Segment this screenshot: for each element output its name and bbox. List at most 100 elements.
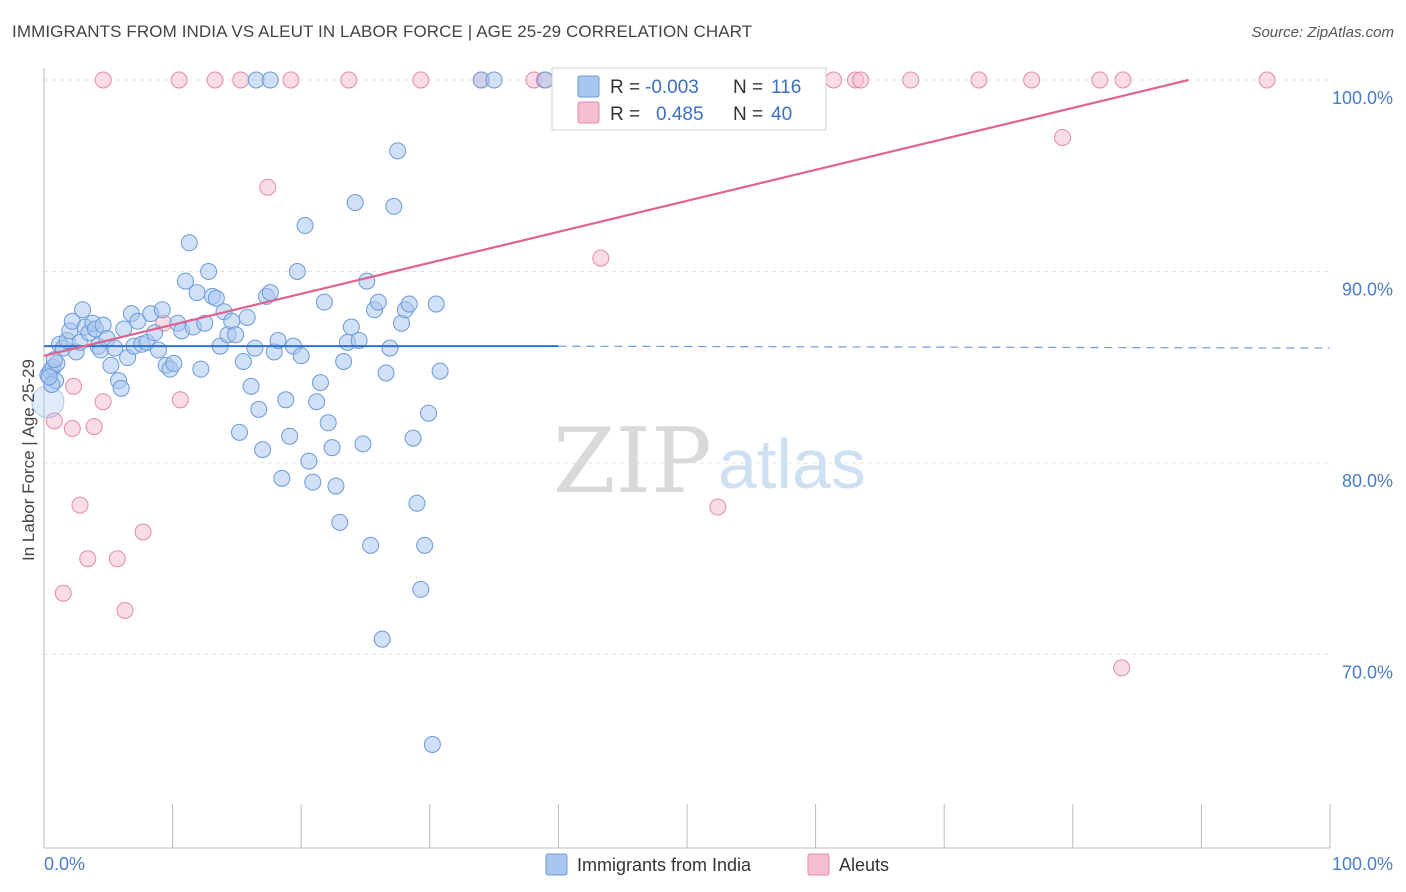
india-point [485,71,503,89]
india-point [45,351,63,369]
india-point [242,377,260,395]
bottom-legend-india-label: Immigrants from India [577,855,752,875]
india-point [327,477,345,495]
y-tick-label-90: 90.0% [1342,280,1393,300]
india-point [269,331,287,349]
aleut-point [1258,71,1276,89]
aleut-point [71,496,89,514]
aleut-point [206,71,224,89]
india-points [31,71,555,754]
legend-pink-n-value: 40 [771,104,792,125]
legend-pink-r-label: R = [610,104,640,125]
y-tick-labels: 70.0% 80.0% 90.0% 100.0% [1332,88,1393,683]
india-point [319,414,337,432]
aleut-point [259,178,277,196]
watermark: ZIP atlas [553,409,866,514]
aleut-point [63,420,81,438]
india-point [323,439,341,457]
trend-lines [43,78,1331,357]
x-tick-labels: 0.0% 100.0% [44,854,1393,874]
aleut-point [902,71,920,89]
india-point [153,301,171,319]
aleut-point [1113,659,1131,677]
india-point [408,494,426,512]
india-point [377,364,395,382]
y-tick-label-80: 80.0% [1342,471,1393,491]
india-point [358,272,376,290]
bottom-legend-aleuts-swatch [807,853,830,876]
india-point [427,295,445,313]
india-point [102,356,120,374]
legend-pink-n-label: N = [733,104,763,125]
bottom-legend: Immigrants from India Aleuts [545,853,889,876]
india-point [346,194,364,212]
india-point [369,293,387,311]
india-point [247,71,265,89]
india-point [192,360,210,378]
india-point [304,473,322,491]
india-point [261,284,279,302]
aleut-point [85,418,103,436]
india-point [277,391,295,409]
india-point [537,71,555,89]
india-point [400,295,418,313]
aleut-point [54,584,72,602]
y-tick-label-70: 70.0% [1342,663,1393,683]
india-point [404,429,422,447]
india-point [342,318,360,336]
india-point [354,435,372,453]
india-point [230,423,248,441]
watermark-zip: ZIP [553,409,712,514]
aleut-point [65,377,83,395]
aleut-point [412,71,430,89]
india-point [196,314,214,332]
india-point [420,404,438,422]
india-point [389,142,407,160]
india-point [112,379,130,397]
axes [43,68,1331,849]
aleut-points [45,71,1276,677]
india-point [362,536,380,554]
india-point [238,308,256,326]
chart-title: IMMIGRANTS FROM INDIA VS ALEUT IN LABOR … [12,22,753,41]
legend-blue-n-value: 116 [771,77,801,98]
bottom-legend-aleuts-label: Aleuts [839,855,889,875]
aleut-point [171,391,189,409]
india-point [315,293,333,311]
aleut-point [1054,128,1072,146]
aleut-point [79,550,97,568]
india-point [227,326,245,344]
legend-pink-swatch [577,101,600,124]
india-point [273,469,291,487]
chart-source: Source: ZipAtlas.com [1251,24,1394,41]
india-point [311,374,329,392]
india-point [129,312,147,330]
india-point [412,580,430,598]
aleut-point [825,71,843,89]
aleut-point [970,71,988,89]
legend-box: R = -0.003 N = 116 R = 0.485 N = 40 [551,67,827,131]
india-point [296,217,314,235]
india-point [373,630,391,648]
aleut-point [1023,71,1041,89]
aleut-point [45,412,63,430]
legend-blue-swatch [577,75,600,98]
india-point [165,354,183,372]
india-point [292,347,310,365]
india-point [40,368,58,386]
aleut-point [340,71,358,89]
aleut-point [108,550,126,568]
india-point [288,263,306,280]
aleut-point [94,393,112,411]
india-point [308,393,326,411]
legend-blue-r-value: -0.003 [645,77,699,98]
india-point [381,339,399,357]
india-point [331,513,349,531]
aleut-point [709,498,727,516]
aleut-point [592,249,610,267]
aleut-point [232,71,250,89]
india-point [254,441,272,459]
aleut-point [94,71,112,89]
aleut-point [134,523,152,541]
